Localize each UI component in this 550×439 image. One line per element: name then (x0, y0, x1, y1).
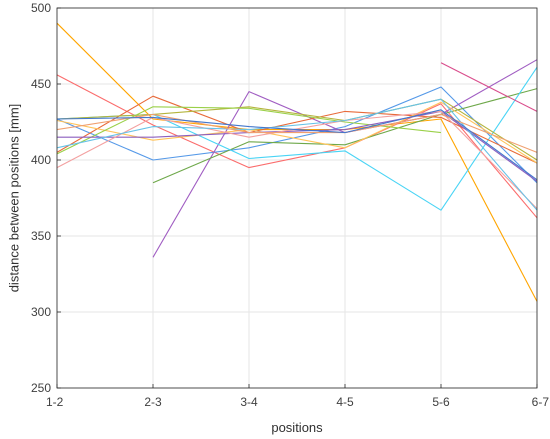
y-axis-label: distance between positions [mm] (7, 104, 22, 293)
y-tick-label: 450 (31, 77, 51, 91)
series-line-12 (57, 110, 538, 182)
y-axis-ticks: 250 300 350 400 450 500 (31, 1, 61, 395)
y-tick-label: 250 (31, 381, 51, 395)
series-line-5 (152, 88, 538, 184)
series-line-16 (56, 109, 538, 181)
x-axis-label: positions (271, 420, 323, 435)
grid (56, 7, 538, 389)
x-tick-label: 5-6 (432, 395, 450, 409)
series-line-3 (56, 86, 538, 184)
series-line-11 (440, 62, 538, 112)
series-lines (56, 22, 538, 302)
x-axis-ticks: 1-2 2-3 3-4 4-5 5-6 6-7 (46, 384, 549, 409)
plot-area-border (56, 7, 538, 389)
series-line-2 (56, 74, 538, 219)
y-tick-label: 300 (31, 305, 51, 319)
y-tick-label: 400 (31, 153, 51, 167)
series-line-14 (56, 98, 538, 211)
x-tick-label: 1-2 (46, 395, 64, 409)
y-tick-label: 350 (31, 229, 51, 243)
x-tick-label: 3-4 (240, 395, 258, 409)
x-tick-label: 4-5 (336, 395, 354, 409)
series-line-1 (56, 22, 538, 302)
x-tick-label: 6-7 (532, 395, 550, 409)
y-tick-label: 500 (31, 1, 51, 15)
x-tick-label: 2-3 (144, 395, 162, 409)
series-line-15 (56, 113, 538, 153)
series-line-13 (56, 110, 538, 209)
series-line-7 (56, 95, 538, 164)
